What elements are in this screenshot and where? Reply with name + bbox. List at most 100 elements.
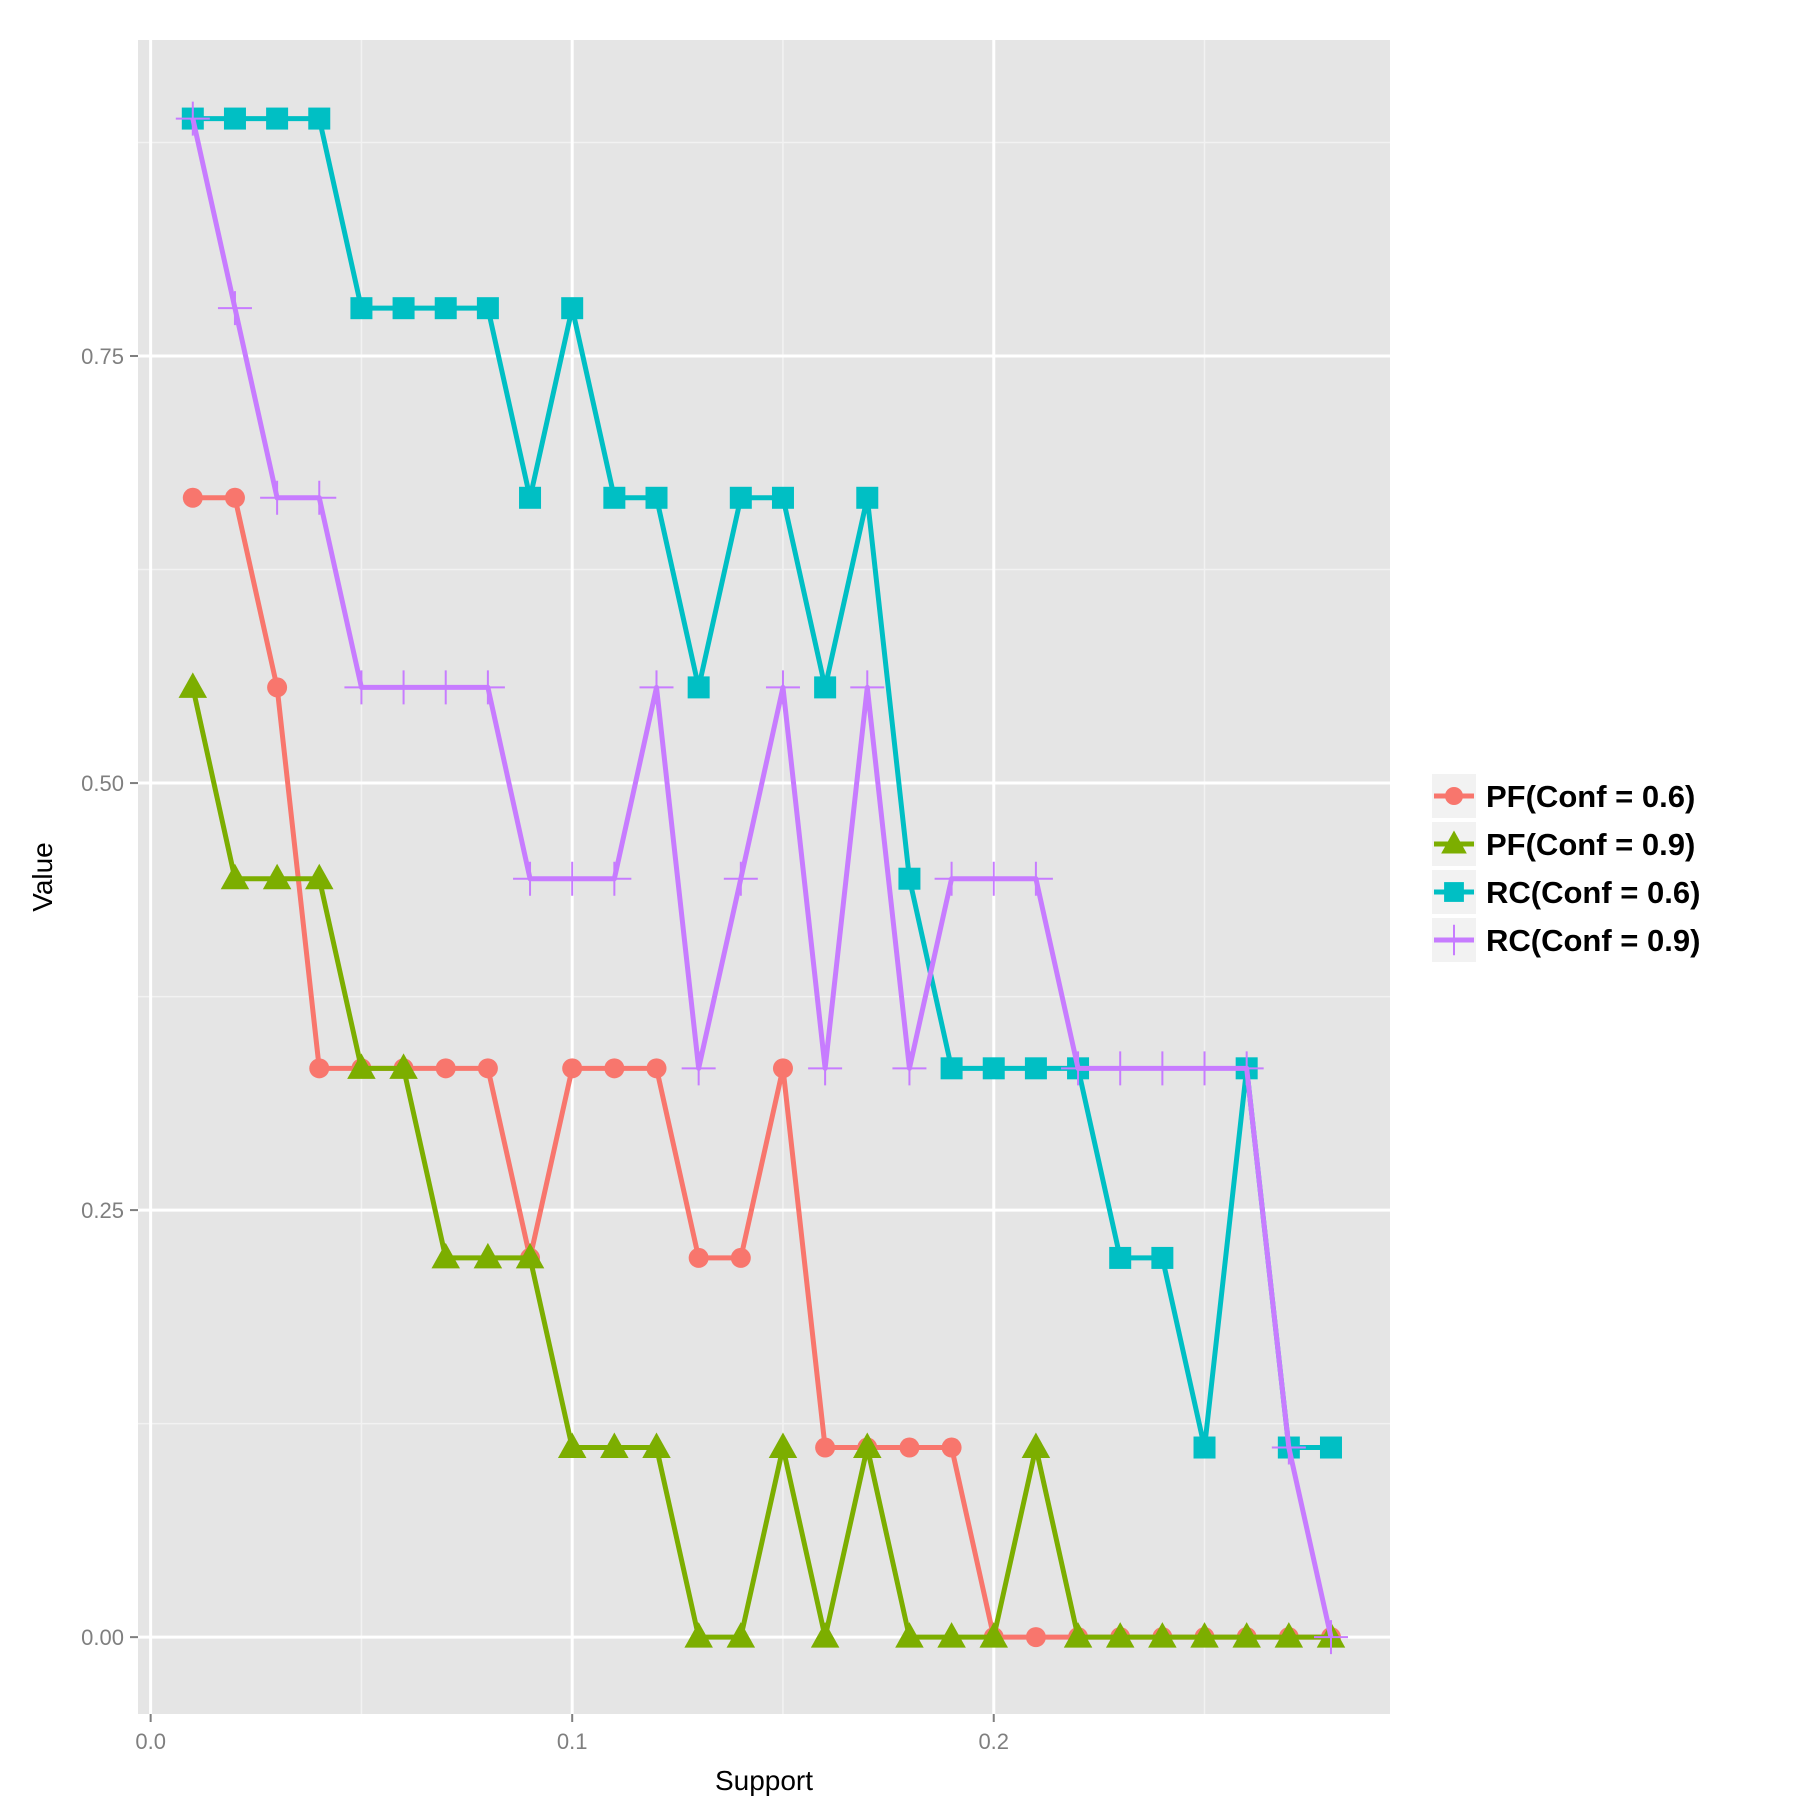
data-point-triangle <box>726 1622 756 1648</box>
data-point-circle <box>435 1058 456 1079</box>
data-point-plus <box>976 861 1011 896</box>
data-point-triangle <box>178 672 208 698</box>
legend-item: RC(Conf = 0.6) <box>1432 870 1700 914</box>
data-point-square <box>1109 1246 1132 1269</box>
data-point-triangle <box>937 1622 966 1648</box>
data-point-triangle <box>1063 1622 1093 1648</box>
data-point-square <box>1151 1246 1174 1269</box>
data-point-circle <box>941 1437 962 1458</box>
data-point-triangle <box>768 1432 798 1459</box>
data-point-triangle <box>515 1242 545 1269</box>
data-point-plus <box>428 670 463 705</box>
data-point-circle <box>182 487 203 508</box>
data-point-square <box>1024 1057 1047 1080</box>
series-line <box>192 116 1331 1451</box>
data-point-square <box>476 297 499 320</box>
data-point-plus <box>892 1051 927 1086</box>
data-point-plus <box>1103 1051 1138 1086</box>
data-point-plus <box>513 861 548 896</box>
data-point-plus <box>808 1051 843 1086</box>
data-point-plus <box>765 670 800 705</box>
data-point-square <box>434 297 457 320</box>
data-point-circle <box>815 1437 836 1458</box>
series-line <box>190 118 1334 1638</box>
data-point-plus <box>175 101 210 136</box>
x-axis-title: Support <box>715 1765 813 1796</box>
data-point-triangle <box>262 863 292 890</box>
data-point-plus <box>1438 924 1470 956</box>
data-point-square <box>814 676 837 699</box>
data-point-triangle <box>1232 1622 1261 1648</box>
data-point-square <box>687 676 710 699</box>
series-line <box>190 686 1331 1640</box>
x-axis-tick-labels: 0.0 0.1 0.2 <box>135 1729 1009 1754</box>
data-point-square <box>223 107 246 130</box>
y-tick-label: 0.00 <box>81 1625 124 1650</box>
data-point-square <box>898 867 921 890</box>
data-point-plus <box>850 670 885 705</box>
data-point-plus <box>386 670 421 705</box>
data-point-circle <box>604 1058 625 1079</box>
data-point-square <box>1193 1436 1216 1459</box>
data-point-triangle <box>979 1622 1008 1648</box>
data-point-circle <box>1445 787 1463 805</box>
data-point-square <box>1319 1436 1342 1459</box>
y-axis-title: Value <box>27 842 58 912</box>
data-point-square <box>603 486 626 509</box>
data-point-plus <box>1229 1051 1264 1086</box>
axis-ticks <box>130 355 995 1722</box>
y-tick-label: 0.50 <box>81 771 124 796</box>
data-point-triangle <box>557 1432 587 1459</box>
data-point-triangle <box>684 1622 713 1648</box>
data-point-plus <box>344 670 379 705</box>
y-tick-label: 0.25 <box>81 1198 124 1223</box>
data-point-square <box>856 486 879 509</box>
data-point-triangle <box>1021 1432 1051 1459</box>
data-point-square <box>350 297 373 320</box>
data-point-plus <box>1061 1051 1096 1086</box>
data-point-square <box>519 486 542 509</box>
series-2 <box>178 672 1346 1648</box>
data-point-triangle <box>1190 1622 1219 1648</box>
data-point-triangle <box>1441 830 1467 854</box>
data-point-circle <box>477 1058 498 1079</box>
data-point-circle <box>267 677 288 698</box>
data-point-plus <box>470 670 505 705</box>
data-point-triangle <box>1148 1622 1177 1648</box>
x-tick-label: 0.0 <box>135 1729 166 1754</box>
data-point-circle <box>899 1437 920 1458</box>
data-point-circle <box>1025 1627 1046 1648</box>
plot-panel <box>138 40 1390 1714</box>
data-point-triangle <box>1274 1622 1304 1648</box>
legend-item: RC(Conf = 0.9) <box>1432 918 1700 962</box>
data-point-triangle <box>642 1432 671 1459</box>
data-point-square <box>392 297 415 320</box>
data-point-triangle <box>431 1242 460 1269</box>
data-point-square <box>771 486 794 509</box>
data-point-plus <box>1145 1051 1180 1086</box>
data-point-plus <box>597 861 632 896</box>
legend-label: RC(Conf = 0.9) <box>1486 923 1700 958</box>
y-tick-label: 0.75 <box>81 344 124 369</box>
legend-label: PF(Conf = 0.9) <box>1486 827 1695 862</box>
data-point-square <box>308 107 331 130</box>
data-point-triangle <box>895 1622 924 1648</box>
data-point-plus <box>1271 1430 1306 1465</box>
data-point-plus <box>555 861 590 896</box>
x-tick-label: 0.2 <box>978 1729 1009 1754</box>
data-point-circle <box>688 1247 709 1268</box>
data-point-plus <box>723 861 758 896</box>
data-point-square <box>729 486 752 509</box>
data-point-square <box>940 1057 963 1080</box>
data-point-square <box>982 1057 1005 1080</box>
data-point-circle <box>309 1058 330 1079</box>
series-layer <box>175 101 1348 1655</box>
data-point-circle <box>646 1058 667 1079</box>
data-point-triangle <box>305 863 334 890</box>
data-point-plus <box>1313 1620 1348 1655</box>
legend-item: PF(Conf = 0.9) <box>1432 822 1695 866</box>
data-point-square <box>1444 882 1464 902</box>
legend-item: PF(Conf = 0.6) <box>1432 774 1695 818</box>
data-point-triangle <box>347 1053 376 1079</box>
data-point-plus <box>1187 1051 1222 1086</box>
